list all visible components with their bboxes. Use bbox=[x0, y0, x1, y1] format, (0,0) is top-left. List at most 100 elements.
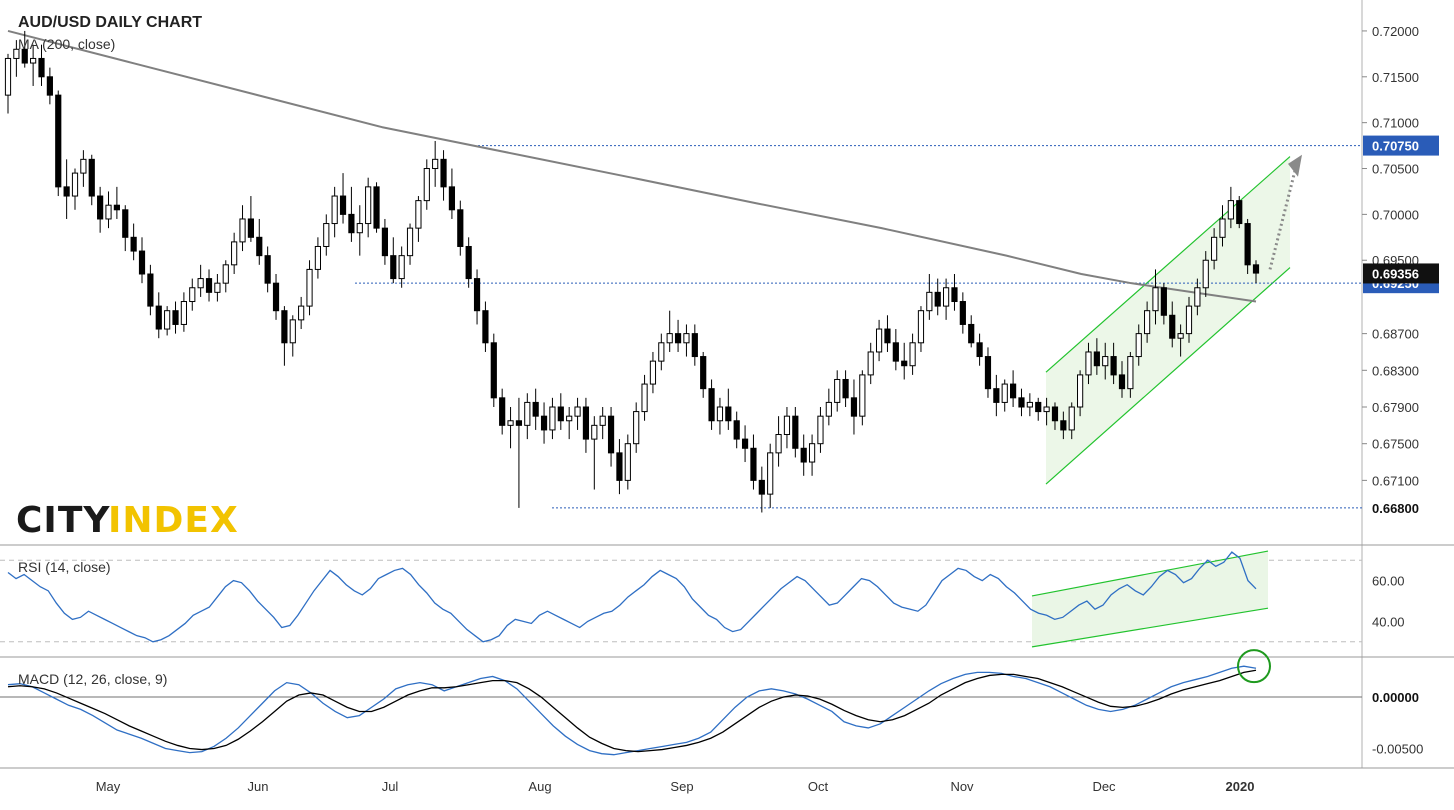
candle-down-body bbox=[147, 273, 154, 307]
candle-up-body bbox=[599, 415, 606, 426]
candle-up-body bbox=[658, 342, 665, 362]
candle-up-body bbox=[406, 227, 414, 257]
candle-up-body bbox=[231, 241, 238, 266]
chart-title: AUD/USD DAILY CHART bbox=[18, 14, 202, 31]
candle-up-body bbox=[1068, 406, 1075, 431]
candle-down-body bbox=[1060, 420, 1067, 431]
macd-zero-badge bbox=[1363, 687, 1439, 708]
candle-up-body bbox=[1102, 356, 1109, 367]
price-tick-label: 0.71000 bbox=[1372, 116, 1419, 131]
candle-up-body bbox=[164, 310, 171, 330]
candle-down-body bbox=[440, 158, 447, 188]
candle-down-body bbox=[976, 342, 983, 358]
candle-up-body bbox=[909, 342, 916, 367]
candle-up-body bbox=[624, 443, 631, 481]
candle-up-body bbox=[859, 374, 866, 417]
candle-down-body bbox=[490, 342, 497, 399]
candle-down-body bbox=[373, 186, 380, 229]
candle-down-body bbox=[1093, 351, 1100, 367]
rsi-tick-label: 40.00 bbox=[1372, 614, 1405, 629]
candle-up-body bbox=[13, 48, 20, 59]
horizontal-levels bbox=[355, 145, 1362, 509]
candle-up-body bbox=[1077, 374, 1084, 408]
candle-up-body bbox=[942, 287, 950, 307]
candle-up-body bbox=[306, 268, 313, 307]
candle-down-body bbox=[63, 186, 70, 197]
candle-down-body bbox=[884, 328, 891, 344]
candle-down-body bbox=[951, 287, 958, 303]
candle-down-body bbox=[348, 213, 355, 234]
time-tick-label: Sep bbox=[670, 779, 693, 794]
ma-label: MA (200, close) bbox=[18, 36, 115, 52]
time-tick-label: Oct bbox=[808, 779, 829, 794]
candle-down-body bbox=[264, 255, 271, 284]
candle-up-body bbox=[30, 57, 37, 64]
candle-up-body bbox=[1227, 200, 1234, 220]
candle-down-body bbox=[1035, 401, 1042, 413]
candle-up-body bbox=[716, 406, 724, 422]
candlesticks bbox=[4, 30, 1260, 513]
candle-up-body bbox=[1026, 401, 1033, 408]
ma200-line bbox=[7, 29, 1257, 303]
rsi-line bbox=[7, 551, 1257, 643]
candle-up-body bbox=[189, 287, 196, 303]
candle-down-body bbox=[390, 255, 397, 280]
candle-down-body bbox=[113, 204, 120, 211]
candle-up-body bbox=[1219, 218, 1226, 238]
candle-up-body bbox=[834, 378, 841, 403]
rsi-channel-upper bbox=[1031, 550, 1269, 597]
logo-index-text: INDEX bbox=[108, 500, 239, 541]
projection-arrow-head bbox=[1288, 154, 1302, 177]
candle-down-body bbox=[691, 333, 698, 358]
candle-down-body bbox=[934, 291, 941, 307]
price-tick-label: 0.68700 bbox=[1372, 327, 1419, 342]
candle-down-body bbox=[122, 209, 129, 238]
candle-down-body bbox=[800, 447, 807, 463]
price-tick-label: 0.72000 bbox=[1372, 24, 1419, 39]
candle-down-body bbox=[1244, 223, 1251, 266]
rsi-tick-label: 60.00 bbox=[1372, 574, 1405, 589]
candle-up-body bbox=[197, 278, 204, 289]
candle-up-body bbox=[1127, 356, 1134, 390]
candle-down-body bbox=[1051, 406, 1059, 422]
price-tick-label: 0.68300 bbox=[1372, 363, 1419, 378]
candle-up-body bbox=[180, 301, 187, 325]
candle-down-body bbox=[1018, 397, 1025, 408]
candle-down-body bbox=[616, 452, 623, 481]
candle-down-body bbox=[733, 420, 740, 440]
candle-up-body bbox=[105, 204, 112, 220]
candle-down-body bbox=[984, 356, 992, 390]
candle-up-body bbox=[398, 255, 405, 280]
macd-indicator bbox=[0, 649, 1362, 756]
candle-down-body bbox=[457, 209, 464, 247]
candle-up-body bbox=[415, 200, 422, 229]
candle-down-body bbox=[499, 397, 506, 426]
candle-up-body bbox=[1177, 333, 1184, 339]
price-tick-label: 0.70000 bbox=[1372, 207, 1419, 222]
candle-down-body bbox=[1110, 356, 1117, 376]
candle-up-body bbox=[365, 186, 372, 225]
candle-down-body bbox=[172, 310, 179, 325]
candle-down-body bbox=[205, 278, 213, 293]
time-tick-label: May bbox=[96, 779, 121, 794]
candle-down-body bbox=[1160, 287, 1167, 316]
candle-down-body bbox=[708, 388, 715, 422]
price-tick-label: 0.71500 bbox=[1372, 70, 1419, 85]
candle-down-body bbox=[758, 479, 765, 495]
candle-up-body bbox=[314, 245, 322, 270]
rsi-indicator bbox=[0, 550, 1362, 648]
candle-up-body bbox=[926, 291, 933, 312]
candle-down-body bbox=[842, 378, 849, 399]
macd-zero-label: 0.00000 bbox=[1372, 690, 1419, 705]
candle-up-body bbox=[80, 158, 87, 174]
candle-down-body bbox=[607, 415, 615, 454]
candle-up-body bbox=[289, 319, 296, 344]
candle-down-body bbox=[725, 406, 732, 422]
candle-down-body bbox=[674, 333, 682, 344]
candle-down-body bbox=[97, 195, 104, 220]
level-badge bbox=[1363, 497, 1439, 518]
candle-up-body bbox=[4, 57, 12, 96]
macd-crossover-circle bbox=[1237, 649, 1271, 684]
channel-upper-line bbox=[1045, 156, 1291, 373]
rsi-label: RSI (14, close) bbox=[18, 559, 111, 575]
